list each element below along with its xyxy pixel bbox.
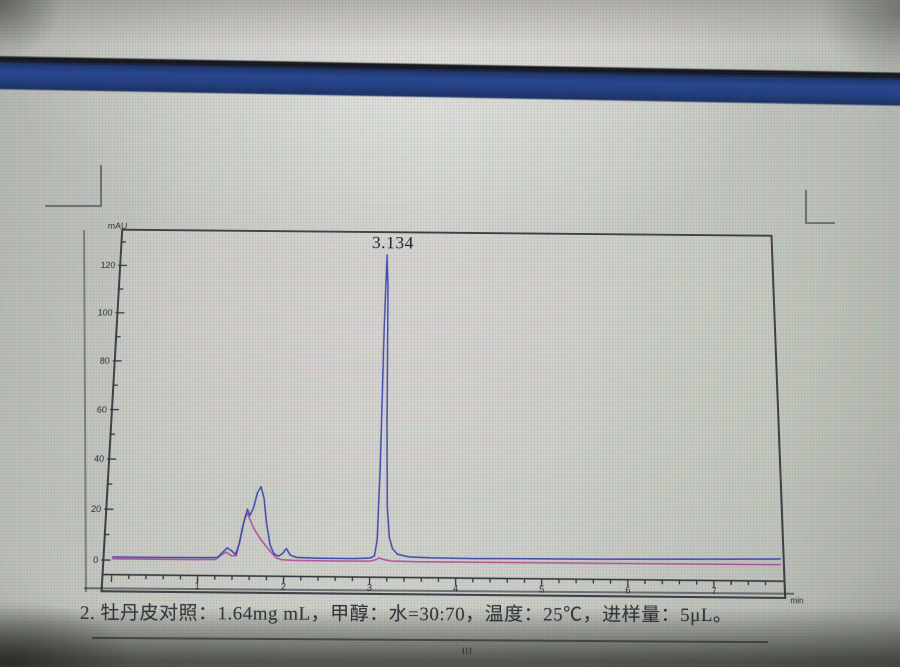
- image-frame-left-edge: [83, 229, 87, 593]
- margin-mark-top-right: [805, 190, 835, 224]
- svg-text:80: 80: [100, 356, 111, 366]
- caption-underline: [92, 636, 768, 644]
- svg-text:120: 120: [100, 260, 115, 270]
- svg-text:100: 100: [97, 308, 112, 318]
- peak-retention-time-label: 3.134: [371, 232, 415, 253]
- margin-mark-top-left: [45, 165, 102, 207]
- svg-text:2: 2: [281, 581, 287, 592]
- svg-text:7: 7: [711, 586, 717, 597]
- svg-text:4: 4: [453, 583, 458, 594]
- svg-text:min: min: [790, 596, 804, 606]
- chromatogram-plot: mAU 1 2 3 4 5 6 7 min 0 20 40 60 80 100 120 3.134: [91, 221, 804, 606]
- svg-text:5: 5: [539, 584, 544, 595]
- svg-text:6: 6: [625, 585, 630, 596]
- page-mark: III: [462, 646, 473, 656]
- svg-text:0: 0: [93, 555, 99, 566]
- svg-text:20: 20: [91, 504, 102, 514]
- svg-text:1: 1: [194, 581, 200, 592]
- sample-caption: 2. 牡丹皮对照：1.64mg mL，甲醇：水=30:70，温度：25℃，进样量…: [79, 602, 733, 627]
- y-axis-unit-label: mAU: [107, 221, 128, 231]
- svg-text:40: 40: [94, 454, 105, 464]
- svg-text:3: 3: [367, 582, 372, 593]
- svg-text:60: 60: [97, 404, 108, 414]
- chromatogram-traces: 1 2 3 4 5 6 7 min 0 20 40 60 80 100 120: [91, 231, 804, 606]
